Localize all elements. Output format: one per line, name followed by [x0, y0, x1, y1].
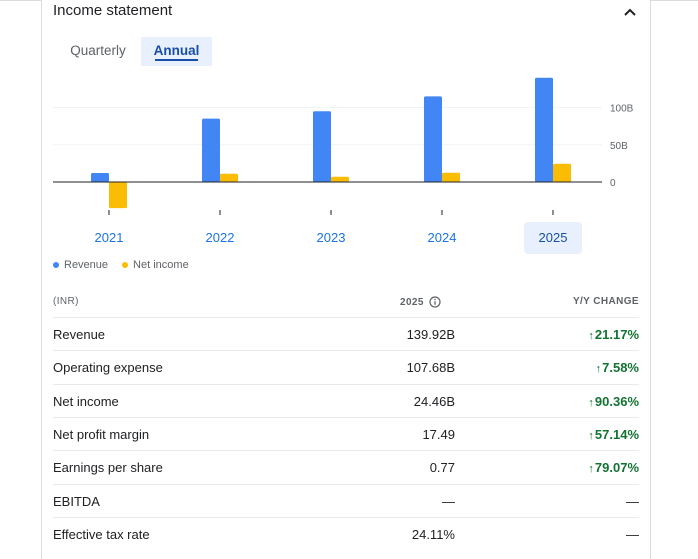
- net-income-bar: [220, 173, 238, 182]
- table-row: Earnings per share 0.77 ↑79.07%: [53, 450, 639, 484]
- tab-annual[interactable]: Annual: [141, 37, 212, 66]
- chevron-up-icon[interactable]: [620, 3, 640, 21]
- table-row: EBITDA — —: [53, 484, 639, 518]
- y-tick-label: 0: [610, 178, 616, 189]
- row-label: Net profit margin: [53, 427, 150, 442]
- net-income-bar: [331, 176, 349, 182]
- row-change-value: 90.36%: [594, 394, 639, 409]
- revenue-bar: [535, 77, 553, 182]
- yoy-change-header: Y/Y CHANGE: [572, 296, 639, 307]
- row-change-value: —: [626, 494, 639, 509]
- table-header: (INR) 2025 Y/Y CHANGE: [42, 288, 650, 316]
- arrow-up-icon: ↑: [588, 397, 594, 409]
- tab-quarterly[interactable]: Quarterly: [70, 43, 126, 58]
- table-row: Revenue 139.92B ↑21.17%: [53, 317, 639, 351]
- row-change-value: 79.07%: [594, 460, 639, 475]
- row-change: —: [626, 494, 639, 509]
- tab-annual-label: Annual: [153, 43, 200, 58]
- row-change: ↑7.58%: [596, 360, 639, 375]
- row-label: Net income: [53, 394, 119, 409]
- revenue-bar: [202, 118, 220, 182]
- arrow-up-icon: ↑: [588, 330, 594, 342]
- row-value: 139.92B: [406, 327, 455, 342]
- y-tick-label: 50B: [610, 141, 628, 152]
- net-income-legend-dot: [122, 262, 129, 268]
- row-label: Effective tax rate: [53, 527, 150, 542]
- table-row: Net profit margin 17.49 ↑57.14%: [53, 417, 639, 451]
- row-label: Operating expense: [53, 360, 163, 375]
- revenue-bar: [313, 111, 331, 182]
- table-row: Operating expense 107.68B ↑7.58%: [53, 350, 639, 384]
- year-header: 2025: [400, 296, 441, 308]
- year-label[interactable]: 2022: [205, 230, 235, 245]
- row-value: 24.46B: [413, 394, 455, 409]
- year-label[interactable]: 2024: [427, 230, 457, 245]
- legend-net-income: Net income: [133, 259, 189, 271]
- revenue-bar: [424, 96, 442, 182]
- row-value: 24.11%: [411, 527, 455, 542]
- row-value: 107.68B: [406, 360, 455, 375]
- info-icon[interactable]: [429, 296, 441, 308]
- row-change: —: [626, 527, 639, 542]
- net-income-bar: [442, 172, 460, 182]
- card-title: Income statement: [53, 2, 173, 19]
- year-label[interactable]: 2023: [316, 230, 346, 245]
- row-label: Earnings per share: [53, 460, 163, 475]
- year-label[interactable]: 2021: [94, 230, 124, 245]
- net-income-bar: [109, 182, 127, 209]
- row-value: 0.77: [429, 460, 455, 475]
- tab-active-indicator: [155, 59, 198, 61]
- y-tick-label: 100B: [610, 104, 634, 115]
- year-header-label: 2025: [400, 296, 424, 308]
- income-statement-card: Income statement Quarterly Annual 100B 50…: [41, 0, 651, 559]
- row-change: ↑21.17%: [588, 327, 639, 342]
- revenue-net-income-chart: 100B 50B 0: [53, 77, 634, 215]
- row-change-value: —: [626, 527, 639, 542]
- row-label: Revenue: [53, 327, 106, 342]
- row-value: 17.49: [422, 427, 455, 442]
- table-row: Net income 24.46B ↑90.36%: [53, 384, 639, 418]
- row-change: ↑79.07%: [588, 460, 639, 475]
- revenue-bar: [91, 173, 109, 182]
- row-label: EBITDA: [53, 494, 100, 509]
- chart-legend: Revenue Net income: [53, 259, 189, 271]
- table-row: Effective tax rate 24.11% —: [53, 517, 639, 551]
- row-change-value: 21.17%: [594, 327, 639, 342]
- row-change: ↑57.14%: [588, 427, 639, 442]
- arrow-up-icon: ↑: [588, 463, 594, 475]
- row-change-value: 7.58%: [602, 360, 639, 375]
- row-change-value: 57.14%: [594, 427, 639, 442]
- revenue-legend-dot: [53, 262, 59, 268]
- row-change: ↑90.36%: [588, 394, 639, 409]
- year-label[interactable]: 2025: [524, 222, 582, 254]
- net-income-bar: [553, 163, 571, 182]
- legend-revenue: Revenue: [64, 259, 109, 271]
- row-value: —: [442, 494, 455, 509]
- arrow-up-icon: ↑: [595, 363, 602, 375]
- arrow-up-icon: ↑: [588, 430, 594, 442]
- currency-unit: (INR): [53, 296, 79, 307]
